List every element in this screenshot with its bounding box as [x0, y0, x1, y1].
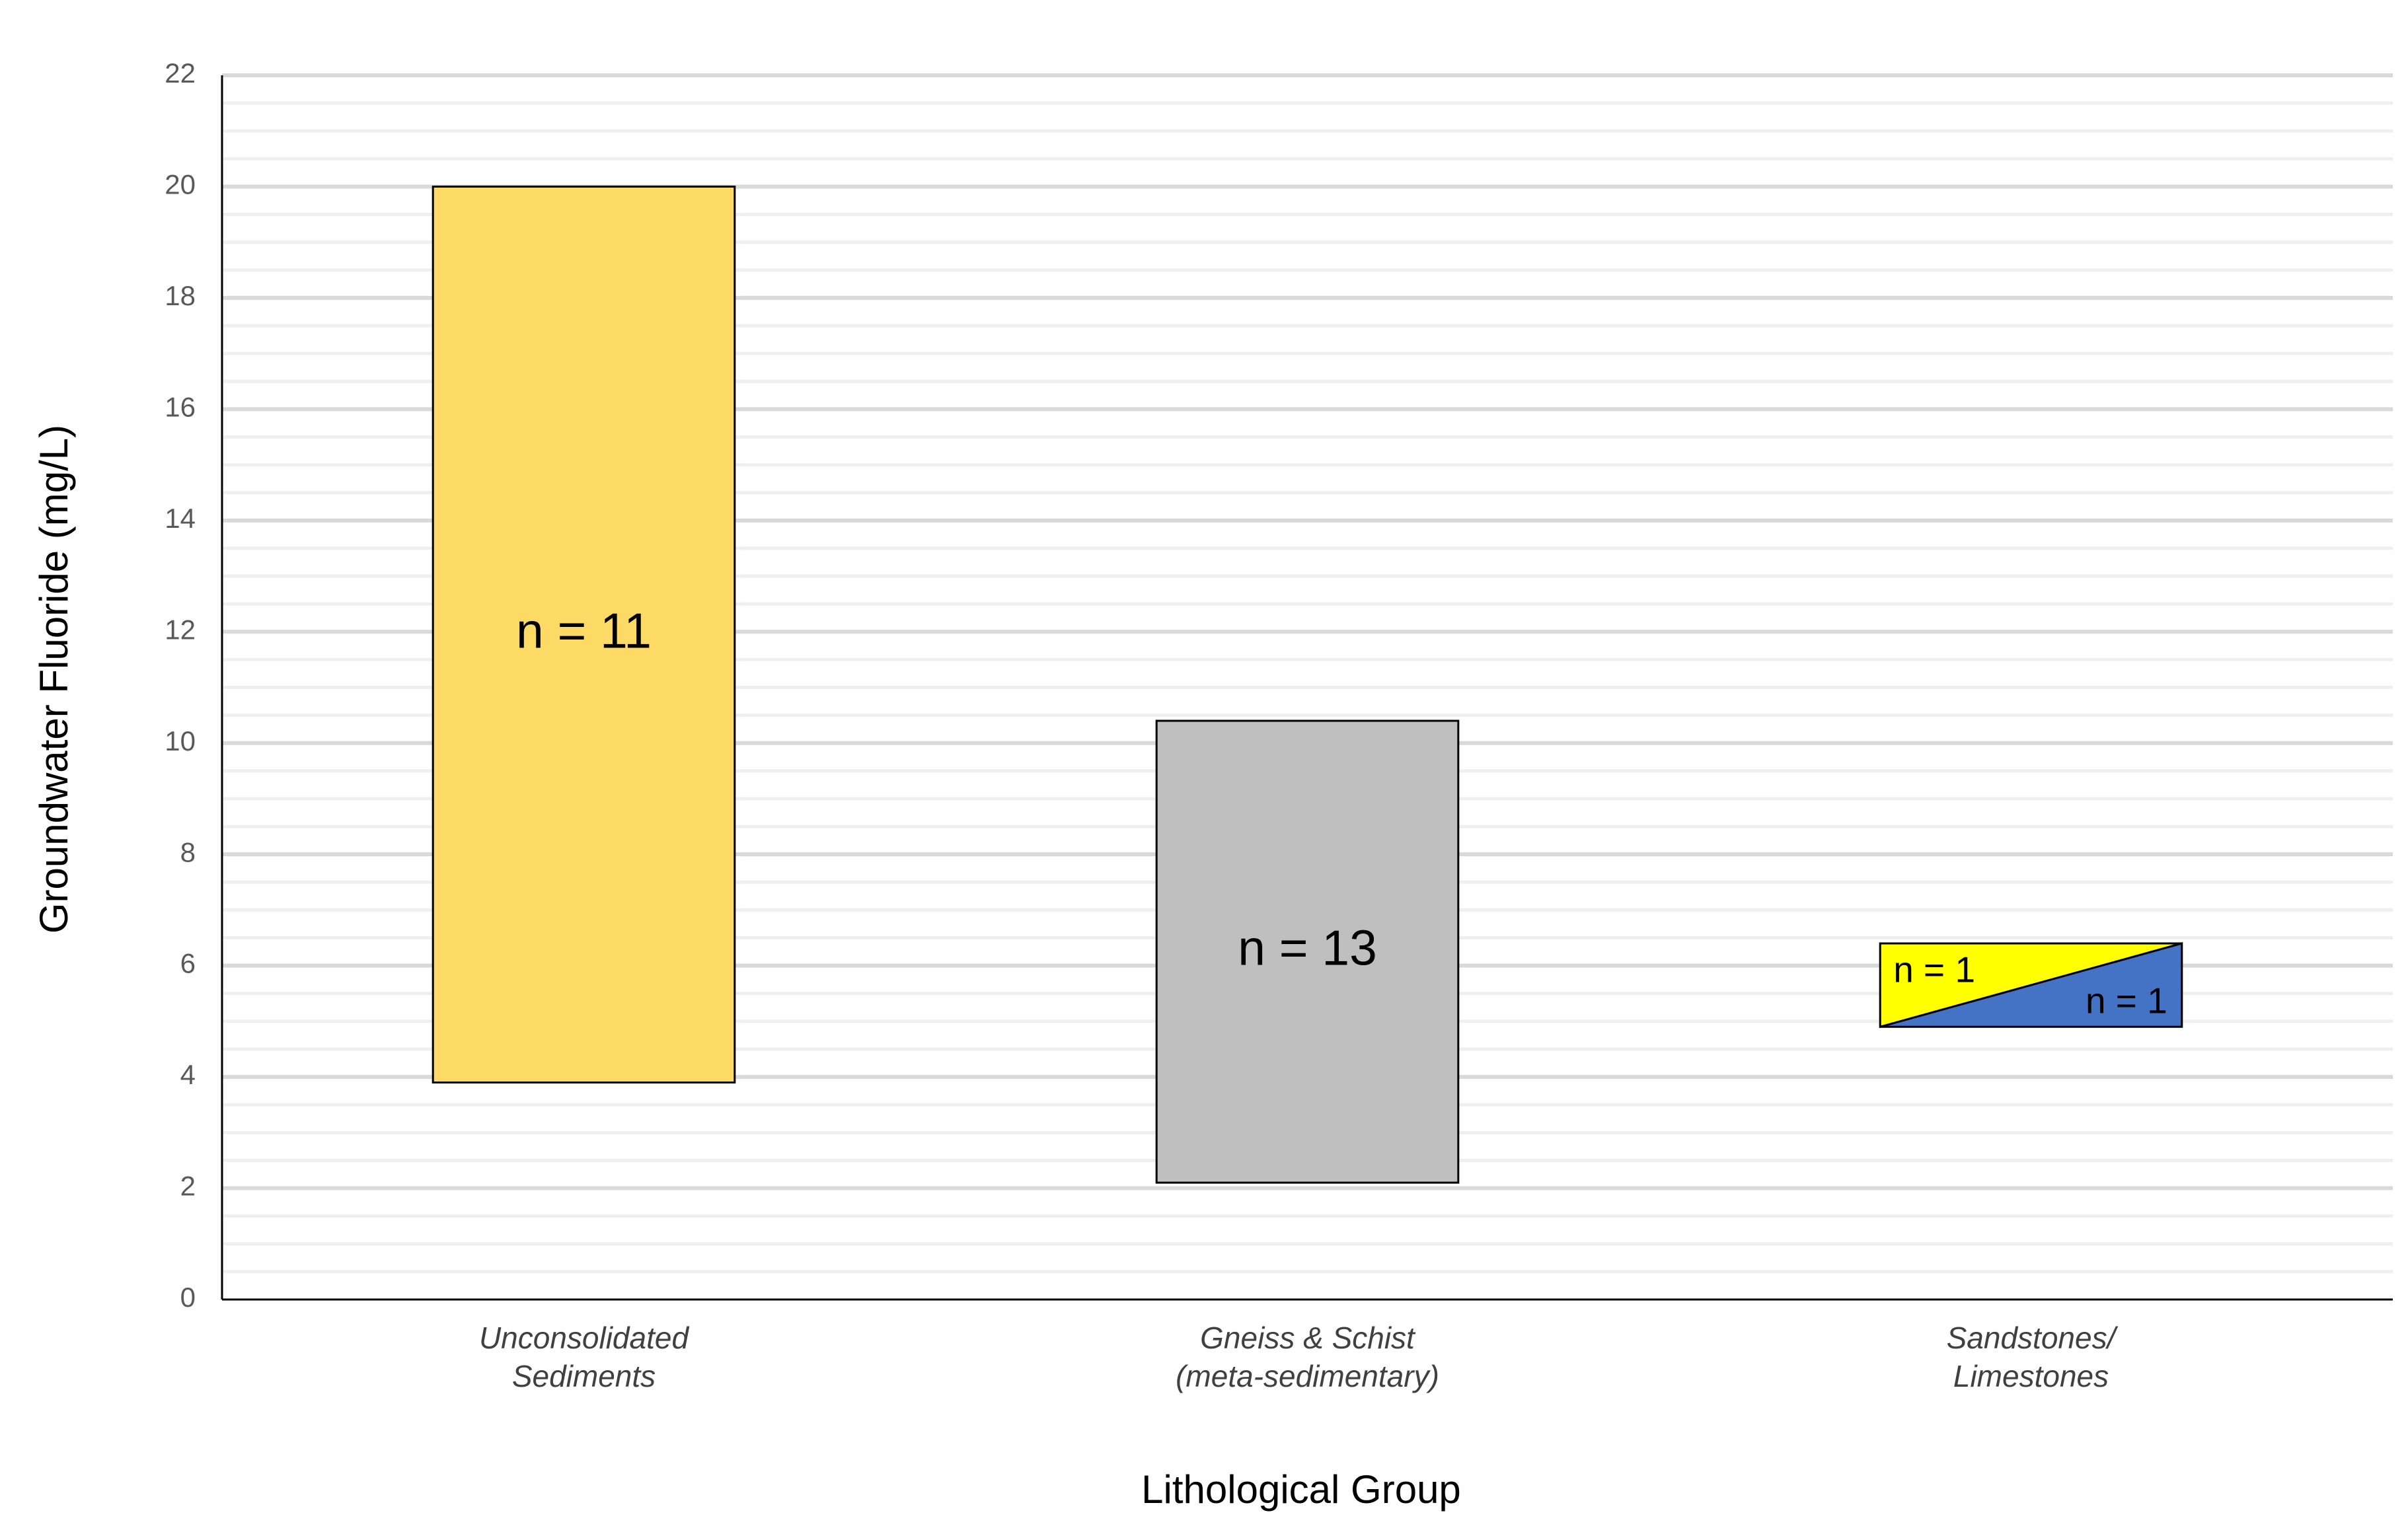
y-tick-label: 14 — [165, 503, 196, 534]
x-tick-label: Sandstones/ — [1947, 1321, 2119, 1355]
x-tick-label: Sediments — [512, 1359, 656, 1393]
bar — [1155, 719, 1460, 1184]
y-tick-label: 0 — [180, 1282, 196, 1313]
bar-label: n = 1 — [1893, 949, 1975, 990]
y-axis-title: Groundwater Fluoride (mg/L) — [32, 425, 76, 934]
y-tick-label: 12 — [165, 614, 196, 645]
bar-part — [1879, 941, 2183, 1028]
bar — [432, 185, 736, 1084]
bar-label: n = 1 — [2086, 980, 2167, 1021]
x-tick-label: Limestones — [1953, 1359, 2109, 1393]
x-axis-title: Lithological Group — [1141, 1467, 1461, 1512]
y-tick-label: 10 — [165, 725, 196, 756]
x-tick-label: Gneiss & Schist — [1200, 1321, 1416, 1355]
y-tick-label: 22 — [165, 57, 196, 89]
bar-label: n = 13 — [1238, 920, 1377, 975]
y-tick-label: 20 — [165, 169, 196, 200]
y-tick-label: 8 — [180, 836, 196, 867]
bar-label: n = 11 — [516, 603, 652, 658]
y-tick-label: 16 — [165, 391, 196, 422]
y-tick-label: 4 — [180, 1059, 196, 1090]
x-tick-label: Unconsolidated — [479, 1321, 690, 1355]
y-tick-label: 6 — [180, 948, 196, 979]
y-tick-label: 18 — [165, 280, 196, 311]
y-tick-label: 2 — [180, 1171, 196, 1202]
x-tick-label: (meta-sedimentary) — [1176, 1359, 1439, 1393]
